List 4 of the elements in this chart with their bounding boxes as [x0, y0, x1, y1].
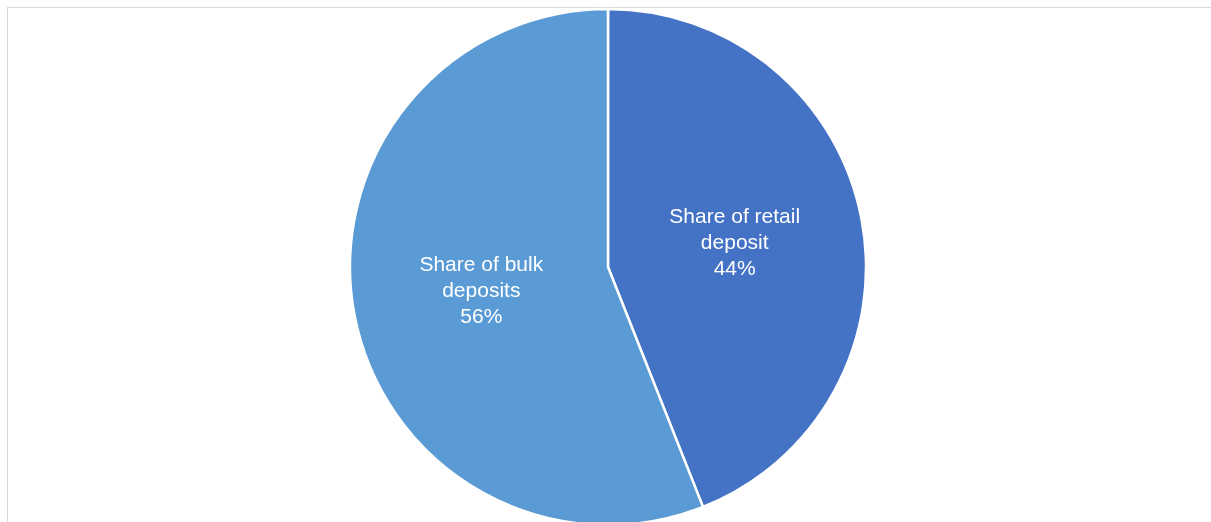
slice-label: Share of retail deposit: [669, 203, 801, 253]
data-label: 56%: [460, 303, 503, 327]
slice-label: Share of bulk deposits: [419, 251, 544, 301]
data-label: 44%: [713, 255, 756, 279]
